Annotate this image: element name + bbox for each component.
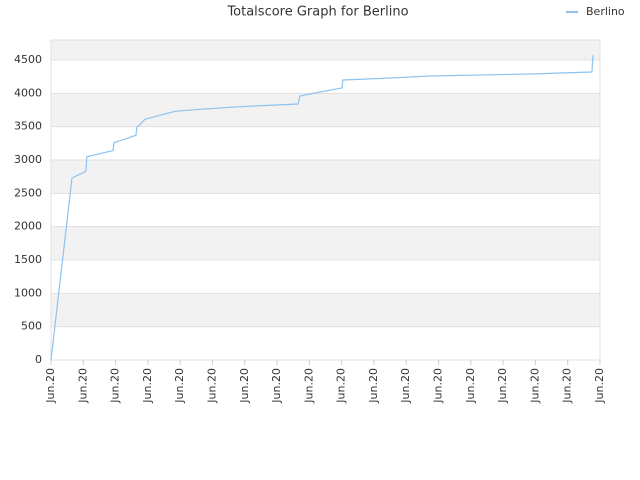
plot-band — [51, 40, 600, 60]
x-tick-label: Jun.20 — [205, 368, 218, 404]
plot-bands — [51, 40, 600, 327]
x-tick-label: Jun.20 — [44, 368, 57, 404]
x-tick-label: Jun.20 — [76, 368, 89, 404]
y-tick-label: 2000 — [14, 220, 42, 233]
y-tick-label: 1000 — [14, 286, 42, 299]
x-tick-label: Jun.20 — [432, 368, 445, 404]
y-tick-label: 500 — [21, 320, 42, 333]
y-tick-label: 3000 — [14, 153, 42, 166]
plot-band — [51, 160, 600, 194]
plot-band — [51, 226, 600, 260]
x-tick-label: Jun.20 — [302, 368, 315, 404]
x-tick-label: Jun.20 — [561, 368, 574, 404]
y-tick-label: 4000 — [14, 86, 42, 99]
x-tick-label: Jun.20 — [109, 368, 122, 404]
y-tick-label: 2500 — [14, 186, 42, 199]
x-tick-label: Jun.20 — [141, 368, 154, 404]
x-tick-label: Jun.20 — [464, 368, 477, 404]
y-tick-label: 1500 — [14, 253, 42, 266]
x-tick-label: Jun.20 — [593, 368, 606, 404]
chart-title: Totalscore Graph for Berlino — [226, 5, 408, 20]
y-tick-label: 3500 — [14, 120, 42, 133]
x-tick-label: Jun.20 — [238, 368, 251, 404]
x-tick-label: Jun.20 — [399, 368, 412, 404]
plot-band — [51, 93, 600, 127]
y-tick-label: 4500 — [14, 53, 42, 66]
x-tick-label: Jun.20 — [367, 368, 380, 404]
legend-label: Berlino — [586, 5, 625, 18]
x-tick-label: Jun.20 — [528, 368, 541, 404]
x-tick-label: Jun.20 — [335, 368, 348, 404]
x-tick-label: Jun.20 — [173, 368, 186, 404]
y-tick-label: 0 — [35, 353, 42, 366]
plot-band — [51, 293, 600, 327]
data-line — [50, 55, 594, 361]
x-tick-label: Jun.20 — [270, 368, 283, 404]
x-tick-label: Jun.20 — [496, 368, 509, 404]
